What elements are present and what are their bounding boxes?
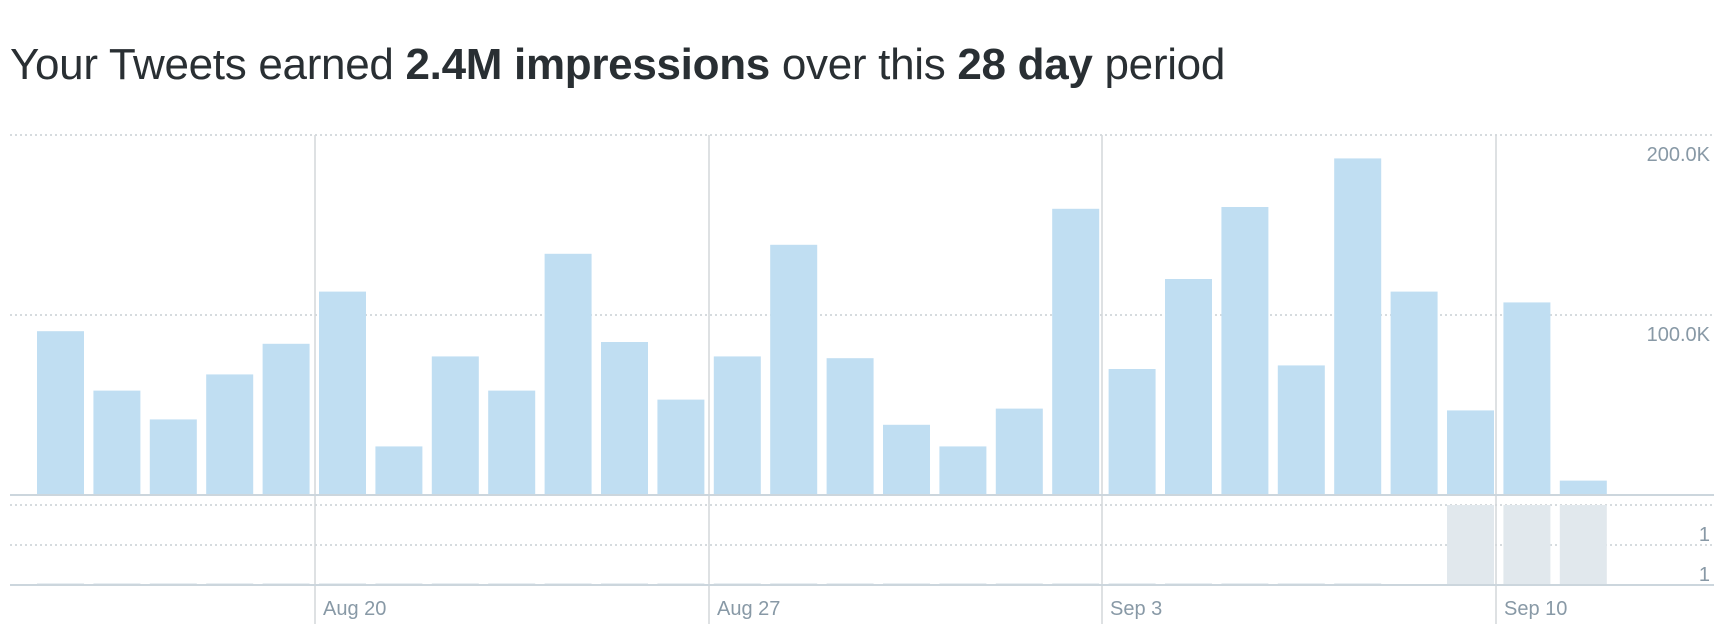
impressions-bar xyxy=(1052,208,1100,496)
impressions-bar xyxy=(262,343,310,495)
impressions-bar xyxy=(37,331,84,495)
impressions-bar xyxy=(826,358,874,495)
secondary-y-tick-label: 1 xyxy=(1699,524,1710,546)
x-tick-label: Sep 3 xyxy=(1110,598,1162,620)
impressions-bar xyxy=(375,446,423,495)
impressions-bar xyxy=(1503,302,1551,495)
impressions-bar xyxy=(488,390,536,495)
impressions-bar xyxy=(319,291,366,495)
x-tick-label: Aug 27 xyxy=(717,598,780,620)
impressions-bar xyxy=(770,244,818,495)
period-length: 28 day xyxy=(957,40,1093,89)
secondary-bar xyxy=(1559,505,1607,585)
impressions-bar xyxy=(1277,365,1325,495)
impressions-count: 2.4M impressions xyxy=(405,40,770,89)
impressions-bar xyxy=(149,419,197,495)
y-tick-label: 200.0K xyxy=(1647,144,1711,166)
x-tick-label: Aug 20 xyxy=(323,598,386,620)
title-prefix: Your Tweets earned xyxy=(10,40,406,89)
impressions-bar xyxy=(713,356,761,495)
title-middle: over this xyxy=(769,40,958,89)
impressions-bar xyxy=(206,374,254,495)
impressions-bar xyxy=(431,356,479,495)
impressions-bar xyxy=(1559,480,1607,495)
x-tick-label: Sep 10 xyxy=(1504,598,1567,620)
secondary-bar xyxy=(1447,505,1494,585)
impressions-bar xyxy=(601,342,648,495)
impressions-bar xyxy=(1334,158,1382,495)
impressions-bar xyxy=(93,390,141,495)
impressions-bar xyxy=(1390,291,1438,495)
impressions-bar xyxy=(1108,369,1156,495)
impressions-bar xyxy=(1165,279,1212,495)
impressions-bar xyxy=(995,408,1043,495)
impressions-bar xyxy=(657,399,705,495)
impressions-bar xyxy=(939,446,987,495)
y-tick-label: 100.0K xyxy=(1647,324,1711,346)
secondary-y-tick-label: 1 xyxy=(1699,564,1710,586)
secondary-bar xyxy=(1503,505,1551,585)
chart-title: Your Tweets earned 2.4M impressions over… xyxy=(10,40,1225,90)
title-suffix: period xyxy=(1092,40,1226,89)
impressions-bar xyxy=(1447,410,1494,495)
impressions-bar xyxy=(1221,207,1269,495)
impressions-bar xyxy=(544,253,592,495)
impressions-bar xyxy=(883,424,930,495)
